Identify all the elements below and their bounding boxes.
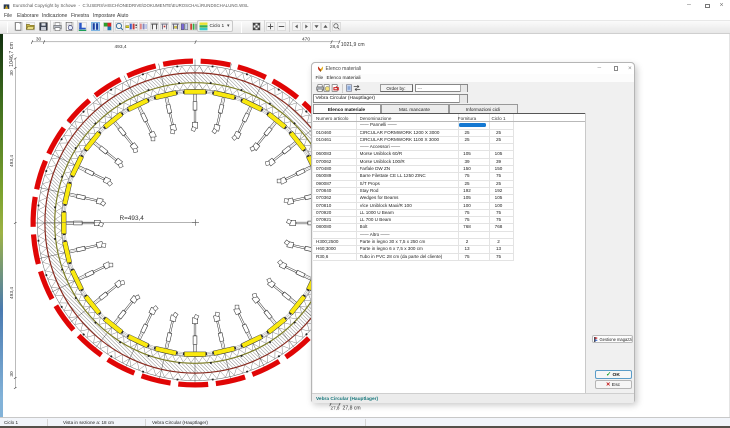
svg-text:493,4: 493,4	[114, 44, 126, 50]
svg-text:28,6: 28,6	[330, 44, 340, 50]
svg-text:493,4: 493,4	[9, 155, 15, 167]
svg-text:493,4: 493,4	[9, 287, 15, 299]
svg-text:27,8 cm: 27,8 cm	[343, 405, 361, 411]
svg-text:30: 30	[9, 70, 15, 76]
svg-text:30: 30	[36, 37, 42, 43]
svg-text:27,8: 27,8	[331, 406, 340, 411]
svg-text:1021,9 cm: 1021,9 cm	[341, 42, 365, 48]
svg-text:30: 30	[9, 371, 15, 377]
svg-text:470: 470	[302, 37, 310, 43]
svg-text:1046,7 cm: 1046,7 cm	[9, 42, 15, 67]
svg-text:R=493,4: R=493,4	[120, 215, 145, 222]
